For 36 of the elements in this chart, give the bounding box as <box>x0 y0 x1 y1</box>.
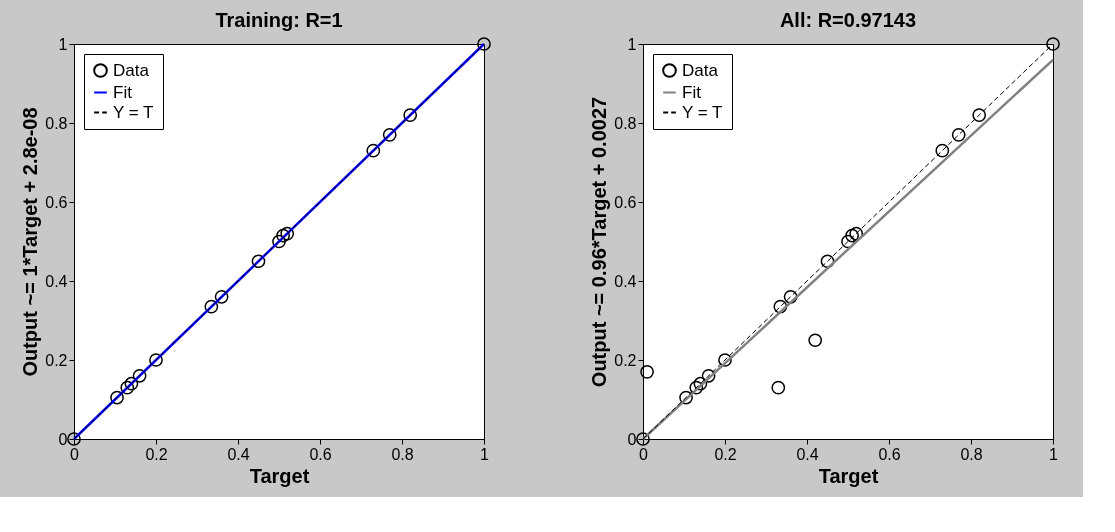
x-tick-label: 0.4 <box>227 445 250 463</box>
x-tick-label: 0.6 <box>878 445 901 463</box>
y-axis-title: Output ~= 1*Target + 2.8e-08 <box>19 107 42 377</box>
x-tick-label: 1 <box>1049 445 1059 463</box>
x-tick-label: 0.2 <box>145 445 168 463</box>
y-tick-label: 0 <box>627 430 637 448</box>
y-tick-label: 1 <box>58 35 68 53</box>
y-tick-label: 0.6 <box>614 193 637 211</box>
y-tick-label: 1 <box>627 35 637 53</box>
legend-label: Y = T <box>682 102 723 122</box>
y-tick-label: 0.6 <box>45 193 68 211</box>
legend-label: Data <box>682 60 719 80</box>
x-tick-label: 0 <box>639 445 649 463</box>
y-axis-title: Output ~= 0.96*Target + 0.0027 <box>588 96 611 388</box>
legend-label: Fit <box>682 82 702 102</box>
y-tick-label: 0.4 <box>45 272 68 290</box>
chart-title: Training: R=1 <box>215 8 343 31</box>
x-tick-label: 1 <box>480 445 490 463</box>
x-tick-label: 0.8 <box>391 445 414 463</box>
x-tick-label: 0.2 <box>714 445 737 463</box>
x-tick-label: 0.8 <box>960 445 983 463</box>
legend-label: Fit <box>113 82 133 102</box>
x-axis-title: Target <box>249 464 310 487</box>
x-tick-label: 0.6 <box>309 445 332 463</box>
chart-title: All: R=0.97143 <box>779 8 917 31</box>
y-tick-label: 0.8 <box>45 114 68 132</box>
y-tick-label: 0.2 <box>45 351 68 369</box>
y-tick-label: 0.2 <box>614 351 637 369</box>
legend-label: Data <box>113 60 150 80</box>
x-tick-label: 0.4 <box>796 445 819 463</box>
y-tick-label: 0.8 <box>614 114 637 132</box>
y-tick-label: 0 <box>58 430 68 448</box>
y-tick-label: 0.4 <box>614 272 637 290</box>
x-tick-label: 0 <box>70 445 80 463</box>
legend-label: Y = T <box>113 102 154 122</box>
x-axis-title: Target <box>818 464 879 487</box>
